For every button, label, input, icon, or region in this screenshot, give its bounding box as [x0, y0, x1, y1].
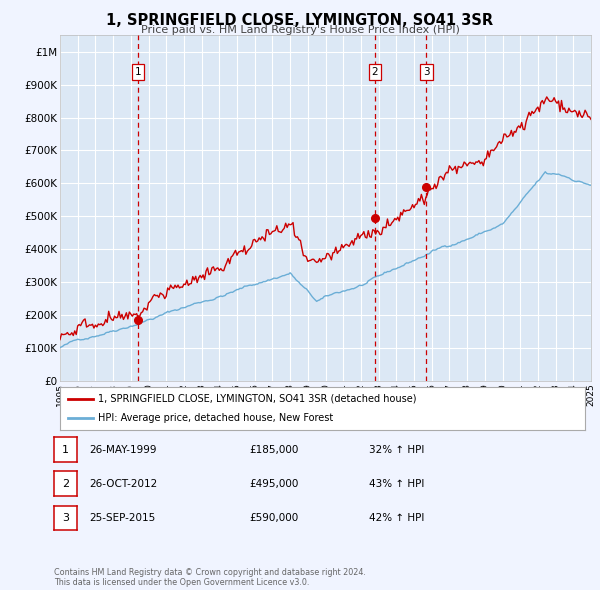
Text: 1: 1: [62, 445, 69, 454]
Text: 1, SPRINGFIELD CLOSE, LYMINGTON, SO41 3SR (detached house): 1, SPRINGFIELD CLOSE, LYMINGTON, SO41 3S…: [98, 394, 416, 404]
Text: 26-MAY-1999: 26-MAY-1999: [89, 445, 156, 454]
Text: 2: 2: [372, 67, 379, 77]
Text: £495,000: £495,000: [249, 479, 298, 489]
Text: 43% ↑ HPI: 43% ↑ HPI: [369, 479, 424, 489]
Text: 1: 1: [134, 67, 141, 77]
Text: £590,000: £590,000: [249, 513, 298, 523]
Text: 32% ↑ HPI: 32% ↑ HPI: [369, 445, 424, 454]
Text: 25-SEP-2015: 25-SEP-2015: [89, 513, 155, 523]
Text: HPI: Average price, detached house, New Forest: HPI: Average price, detached house, New …: [98, 413, 333, 423]
Text: 2: 2: [62, 479, 69, 489]
Text: 1, SPRINGFIELD CLOSE, LYMINGTON, SO41 3SR: 1, SPRINGFIELD CLOSE, LYMINGTON, SO41 3S…: [106, 13, 494, 28]
Text: 42% ↑ HPI: 42% ↑ HPI: [369, 513, 424, 523]
Text: 3: 3: [62, 513, 69, 523]
Text: Contains HM Land Registry data © Crown copyright and database right 2024.
This d: Contains HM Land Registry data © Crown c…: [54, 568, 366, 587]
Text: 26-OCT-2012: 26-OCT-2012: [89, 479, 157, 489]
Text: £185,000: £185,000: [249, 445, 298, 454]
Text: Price paid vs. HM Land Registry's House Price Index (HPI): Price paid vs. HM Land Registry's House …: [140, 25, 460, 35]
Text: 3: 3: [423, 67, 430, 77]
